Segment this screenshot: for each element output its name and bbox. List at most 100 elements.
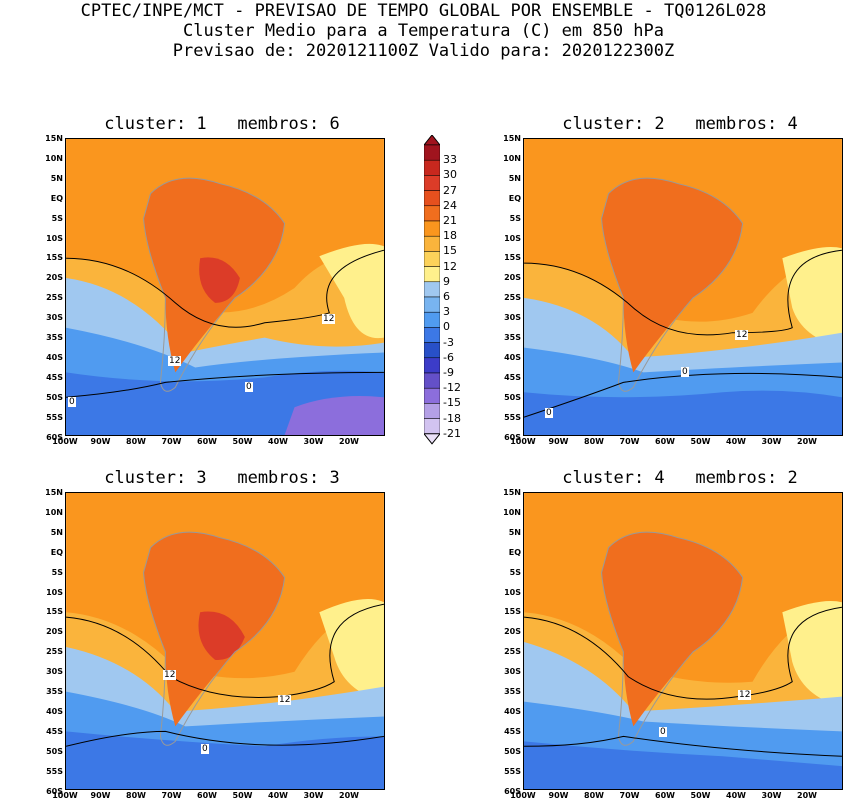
x-tick-label: 70W — [161, 791, 182, 800]
y-tick-label: 10N — [45, 507, 63, 517]
y-tick-label: 10S — [504, 587, 521, 597]
colorbar-segment — [424, 327, 440, 343]
colorbar-tick-label: 27 — [443, 183, 457, 197]
x-tick-label: 100W — [510, 791, 536, 800]
y-tick-label: 40S — [504, 706, 521, 716]
map-panel-2 — [523, 138, 843, 436]
x-tick-label: 50W — [690, 437, 711, 446]
y-tick-label: 45S — [46, 372, 63, 382]
y-tick-label: 10S — [46, 233, 63, 243]
contour-label: 12 — [738, 690, 752, 700]
colorbar-tick-label: 33 — [443, 153, 457, 167]
y-tick-label: 60S — [504, 786, 521, 796]
x-tick-label: 30W — [303, 791, 324, 800]
colorbar-min-arrow — [424, 433, 440, 445]
colorbar-tick-label: 24 — [443, 198, 457, 212]
x-tick-label: 40W — [726, 437, 746, 446]
y-tick-label: 10S — [46, 587, 63, 597]
y-tick-label: 40S — [46, 352, 63, 362]
contour-label: 12 — [735, 330, 749, 340]
contour-label: 0 — [68, 397, 76, 407]
colorbar-segment — [424, 144, 440, 161]
colorbar-segment — [424, 220, 440, 237]
y-tick-label: 15N — [45, 134, 63, 143]
continent-hot — [199, 257, 240, 303]
colorbar-segment — [424, 418, 440, 435]
y-tick-label: 15N — [45, 488, 63, 497]
y-tick-label: 55S — [46, 766, 63, 776]
y-tick-label: 50S — [46, 392, 63, 402]
y-tick-label: 15N — [503, 488, 521, 497]
x-tick-label: 20W — [797, 437, 817, 446]
x-tick-label: 40W — [268, 437, 288, 446]
x-tick-label: 90W — [548, 791, 569, 800]
y-tick-label: 25S — [504, 647, 521, 657]
y-tick-label: 35S — [504, 333, 521, 342]
contour-label: 0 — [659, 727, 667, 737]
y-tick-label: 5S — [509, 567, 521, 577]
colorbar-tick-label: 3 — [443, 305, 450, 319]
x-tick-label: 50W — [232, 791, 253, 800]
x-tick-label: 30W — [761, 791, 782, 800]
y-tick-label: 30S — [504, 313, 521, 323]
x-tick-label: 30W — [761, 437, 782, 446]
contour-label: 0 — [545, 408, 553, 418]
panel-title-2: cluster: 2 membros: 4 — [562, 114, 798, 134]
colorbar-tick-label: 12 — [443, 259, 457, 273]
colorbar-segment — [424, 342, 440, 359]
x-tick-label: 60W — [655, 437, 675, 446]
colorbar-tick-label: -15 — [443, 396, 461, 410]
x-tick-label: 90W — [548, 437, 569, 446]
y-tick-label: 40S — [504, 352, 521, 362]
y-tick-label: 5N — [50, 527, 63, 537]
y-tick-label: 50S — [504, 392, 521, 402]
colorbar-segment — [424, 387, 440, 404]
x-tick-label: 60W — [197, 791, 217, 800]
panel-title-4: cluster: 4 membros: 2 — [562, 468, 798, 488]
colorbar-segment — [424, 357, 440, 374]
panel-title-3: cluster: 3 membros: 3 — [104, 468, 340, 488]
colorbar-tick-label: -9 — [443, 366, 454, 379]
y-tick-label: 15S — [46, 607, 63, 617]
colorbar — [424, 135, 440, 445]
contour-label: 12 — [278, 695, 292, 705]
x-tick-label: 70W — [619, 437, 640, 446]
colorbar-segment — [424, 311, 440, 328]
y-tick-label: 20S — [46, 273, 63, 283]
y-tick-label: 10N — [45, 153, 63, 163]
y-tick-label: 5N — [50, 173, 63, 183]
y-tick-label: 30S — [46, 313, 63, 323]
contour-label: 0 — [245, 382, 253, 392]
map-panel-1 — [65, 138, 385, 436]
colorbar-tick-label: 6 — [443, 290, 450, 303]
colorbar-tick-label: -3 — [443, 335, 454, 349]
colorbar-tick-label: -12 — [443, 381, 461, 395]
colorbar-segment — [424, 159, 440, 176]
colorbar-segment — [424, 251, 440, 267]
contour-label: 12 — [168, 356, 182, 366]
x-tick-label: 20W — [339, 437, 359, 446]
x-tick-label: 50W — [232, 437, 253, 446]
contour-label: 12 — [322, 314, 336, 324]
panel-title-1: cluster: 1 membros: 6 — [104, 114, 340, 134]
band-purple — [284, 396, 384, 435]
title-line-2: Cluster Medio para a Temperatura (C) em … — [182, 21, 665, 41]
title-line-1: CPTEC/INPE/MCT - PREVISAO DE TEMPO GLOBA… — [80, 1, 767, 21]
y-tick-label: 35S — [504, 687, 521, 696]
x-tick-label: 70W — [619, 791, 640, 800]
colorbar-segment — [424, 205, 440, 222]
x-tick-label: 80W — [584, 791, 604, 800]
map-panel-4 — [523, 492, 843, 790]
y-tick-label: 20S — [504, 273, 521, 283]
colorbar-tick-label: 9 — [443, 274, 450, 288]
x-tick-label: 100W — [510, 437, 536, 446]
y-tick-label: 25S — [46, 293, 63, 303]
y-tick-label: 25S — [46, 647, 63, 657]
colorbar-tick-label: 30 — [443, 168, 457, 182]
colorbar-max-arrow — [424, 135, 440, 146]
band-yellow — [319, 243, 384, 339]
y-tick-label: 15S — [504, 253, 521, 263]
x-tick-label: 60W — [655, 791, 675, 800]
y-tick-label: 5N — [508, 173, 521, 183]
x-tick-label: 40W — [726, 791, 746, 800]
